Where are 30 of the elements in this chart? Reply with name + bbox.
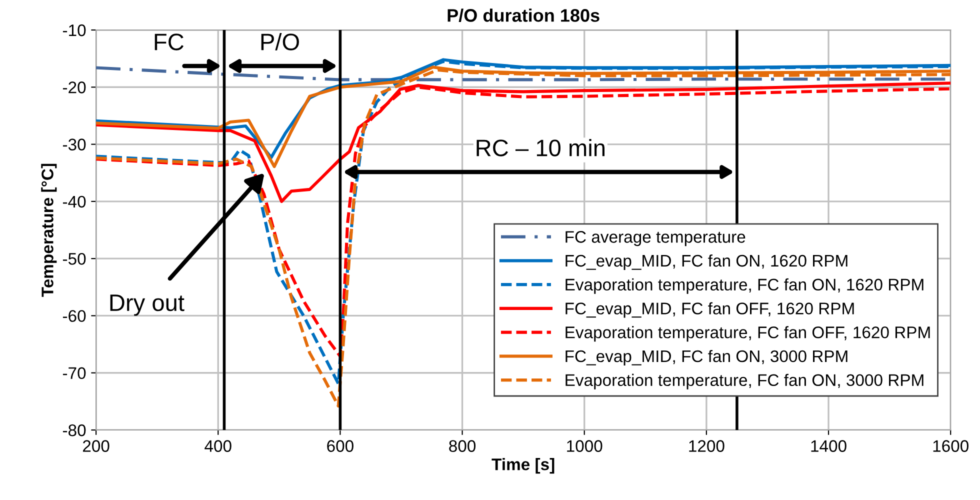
- annotation: P/O: [261, 32, 299, 50]
- y-tick-label: -20: [62, 82, 86, 94]
- y-tick-label: -10: [62, 24, 86, 36]
- y-tick-label: -40: [62, 196, 86, 208]
- legend-label: Evaporation temperature, FC fan ON, 1620 RPM: [566, 278, 924, 294]
- x-tick-label: 1400: [811, 440, 846, 452]
- x-tick-label: 400: [204, 440, 232, 452]
- legend-label: Evaporation temperature, FC fan ON, 3000 RPM: [566, 374, 924, 390]
- legend-label: Evaporation temperature, FC fan OFF, 1620 RPM: [566, 326, 930, 342]
- y-tick-label: -80: [62, 424, 86, 436]
- y-tick-label: -50: [62, 252, 86, 265]
- x-tick-label: 1000: [567, 440, 602, 452]
- x-tick-label: 800: [449, 440, 476, 452]
- x-tick-label: 200: [82, 440, 110, 452]
- chart-title: P/O duration 180s: [448, 8, 600, 22]
- legend-label: FC_evap_MID, FC fan ON, 3000 RPM: [566, 350, 848, 366]
- x-tick-label: 1600: [933, 440, 968, 452]
- y-tick-label: -60: [62, 310, 86, 322]
- legend-label: FC_evap_MID, FC fan ON, 1620 RPM: [566, 254, 848, 270]
- x-tick-label: 1200: [689, 440, 724, 452]
- x-axis-title: Time [s]: [492, 458, 554, 474]
- y-axis-title: Temperature [°C]: [41, 164, 57, 297]
- annotation: RC – 10 min: [476, 138, 604, 156]
- legend-label: FC_evap_MID, FC fan OFF, 1620 RPM: [566, 302, 854, 318]
- y-tick-label: -30: [62, 138, 86, 150]
- y-tick-label: -70: [62, 367, 86, 380]
- annotation: Dry out: [110, 294, 184, 316]
- legend-label: FC average temperature: [566, 231, 746, 246]
- x-tick-label: 600: [327, 440, 354, 452]
- annotation: FC: [154, 34, 184, 50]
